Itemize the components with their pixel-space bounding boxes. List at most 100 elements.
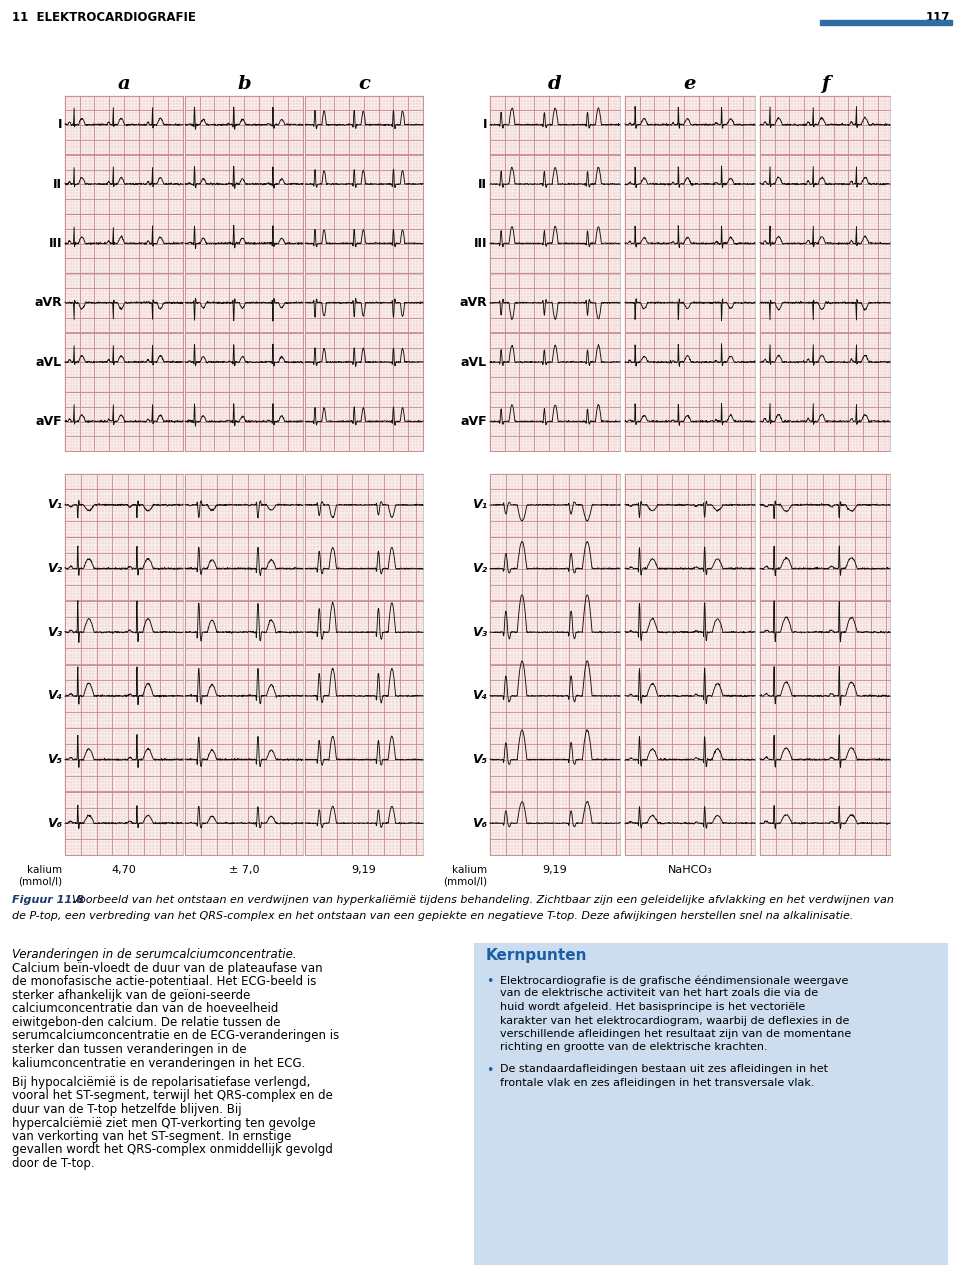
Bar	[625, 729, 755, 792]
Text: huid wordt afgeleid. Het basisprincipe is het vectoriële: huid wordt afgeleid. Het basisprincipe i…	[500, 1002, 805, 1012]
Bar	[65, 600, 183, 665]
Bar	[760, 273, 890, 332]
Bar	[625, 155, 755, 214]
Bar	[185, 95, 303, 154]
Bar	[65, 792, 183, 854]
Bar	[760, 214, 890, 273]
Text: •: •	[486, 975, 493, 988]
Text: 4,70: 4,70	[111, 865, 136, 875]
Bar	[305, 473, 423, 536]
Bar	[760, 155, 890, 214]
Bar	[490, 393, 620, 452]
Text: V₅: V₅	[47, 753, 62, 766]
Text: aVR: aVR	[35, 296, 62, 309]
Text: van verkorting van het ST-segment. In ernstige: van verkorting van het ST-segment. In er…	[12, 1130, 292, 1143]
Text: Voorbeeld van het ontstaan en verdwijnen van hyperkaliëmië tijdens behandeling. : Voorbeeld van het ontstaan en verdwijnen…	[72, 896, 894, 905]
Text: V₅: V₅	[472, 753, 487, 766]
Text: V₄: V₄	[472, 689, 487, 702]
Text: calciumconcentratie dan van de hoeveelheid: calciumconcentratie dan van de hoeveelhe…	[12, 1002, 278, 1016]
Text: aVF: aVF	[461, 414, 487, 427]
Bar	[760, 600, 890, 665]
Bar	[305, 729, 423, 792]
Bar	[305, 665, 423, 727]
Bar	[65, 538, 183, 600]
Bar	[185, 665, 303, 727]
Bar	[760, 665, 890, 727]
Bar	[625, 273, 755, 332]
Bar	[65, 665, 183, 727]
Bar	[490, 600, 620, 665]
Bar	[305, 600, 423, 665]
Text: Figuur 11.8: Figuur 11.8	[12, 896, 84, 905]
Bar	[490, 473, 620, 536]
Text: Bij hypocalciëmië is de repolarisatiefase verlengd,: Bij hypocalciëmië is de repolarisatiefas…	[12, 1076, 310, 1089]
Bar	[760, 332, 890, 391]
Bar	[490, 332, 620, 391]
Text: verschillende afleidingen het resultaat zijn van de momentane: verschillende afleidingen het resultaat …	[500, 1029, 852, 1039]
Bar	[490, 214, 620, 273]
Bar	[490, 155, 620, 214]
Text: e: e	[684, 74, 696, 92]
Text: hypercalciëmië ziet men QT-verkorting ten gevolge: hypercalciëmië ziet men QT-verkorting te…	[12, 1116, 316, 1129]
Bar	[625, 95, 755, 154]
Bar	[625, 665, 755, 727]
Bar	[305, 95, 423, 154]
Bar	[760, 538, 890, 600]
Bar	[65, 95, 183, 154]
Text: d: d	[548, 74, 562, 92]
Text: V₂: V₂	[472, 562, 487, 575]
Bar	[305, 393, 423, 452]
Bar	[185, 393, 303, 452]
Bar	[820, 21, 952, 24]
Text: sterker afhankelijk van de geïoni-seerde: sterker afhankelijk van de geïoni-seerde	[12, 989, 251, 1002]
Text: ± 7,0: ± 7,0	[228, 865, 259, 875]
Bar	[185, 538, 303, 600]
Bar	[625, 214, 755, 273]
Bar	[185, 473, 303, 536]
Text: Kernpunten: Kernpunten	[486, 948, 588, 964]
Bar	[185, 155, 303, 214]
Text: aVL: aVL	[461, 355, 487, 368]
Text: •: •	[486, 1064, 493, 1076]
Bar	[760, 95, 890, 154]
Text: II: II	[478, 177, 487, 190]
Text: V₆: V₆	[472, 817, 487, 830]
Bar	[305, 273, 423, 332]
Bar	[490, 95, 620, 154]
Text: de monofasische actie-potentiaal. Het ECG-beeld is: de monofasische actie-potentiaal. Het EC…	[12, 975, 317, 988]
Bar	[185, 792, 303, 854]
Bar	[625, 332, 755, 391]
Bar	[625, 393, 755, 452]
Bar	[65, 332, 183, 391]
Bar	[65, 155, 183, 214]
Bar	[185, 332, 303, 391]
Text: V₁: V₁	[47, 498, 62, 512]
Bar	[305, 155, 423, 214]
Text: van de elektrische activiteit van het hart zoals die via de: van de elektrische activiteit van het ha…	[500, 988, 818, 998]
Bar	[490, 729, 620, 792]
Bar	[490, 538, 620, 600]
Text: III: III	[49, 237, 62, 250]
Text: karakter van het elektrocardiogram, waarbij de deflexies in de: karakter van het elektrocardiogram, waar…	[500, 1016, 850, 1025]
Text: V₂: V₂	[47, 562, 62, 575]
Bar	[490, 792, 620, 854]
Text: frontale vlak en zes afleidingen in het transversale vlak.: frontale vlak en zes afleidingen in het …	[500, 1078, 814, 1088]
Bar	[760, 473, 890, 536]
Text: b: b	[237, 74, 251, 92]
Bar	[65, 729, 183, 792]
Bar	[625, 538, 755, 600]
Text: a: a	[118, 74, 131, 92]
Bar	[185, 214, 303, 273]
Bar	[185, 273, 303, 332]
Text: V₃: V₃	[472, 626, 487, 639]
Text: door de T-top.: door de T-top.	[12, 1157, 95, 1170]
Bar	[185, 600, 303, 665]
Text: duur van de T-top hetzelfde blijven. Bij: duur van de T-top hetzelfde blijven. Bij	[12, 1103, 242, 1116]
Bar	[490, 665, 620, 727]
Text: eiwitgebon-den calcium. De relatie tussen de: eiwitgebon-den calcium. De relatie tusse…	[12, 1016, 280, 1029]
Text: richting en grootte van de elektrische krachten.: richting en grootte van de elektrische k…	[500, 1043, 768, 1052]
Text: vooral het ST-segment, terwijl het QRS-complex en de: vooral het ST-segment, terwijl het QRS-c…	[12, 1089, 333, 1102]
Text: Elektrocardiografie is de grafische ééndimensionale weergave: Elektrocardiografie is de grafische éénd…	[500, 975, 849, 985]
Bar	[625, 473, 755, 536]
Text: II: II	[53, 177, 62, 190]
